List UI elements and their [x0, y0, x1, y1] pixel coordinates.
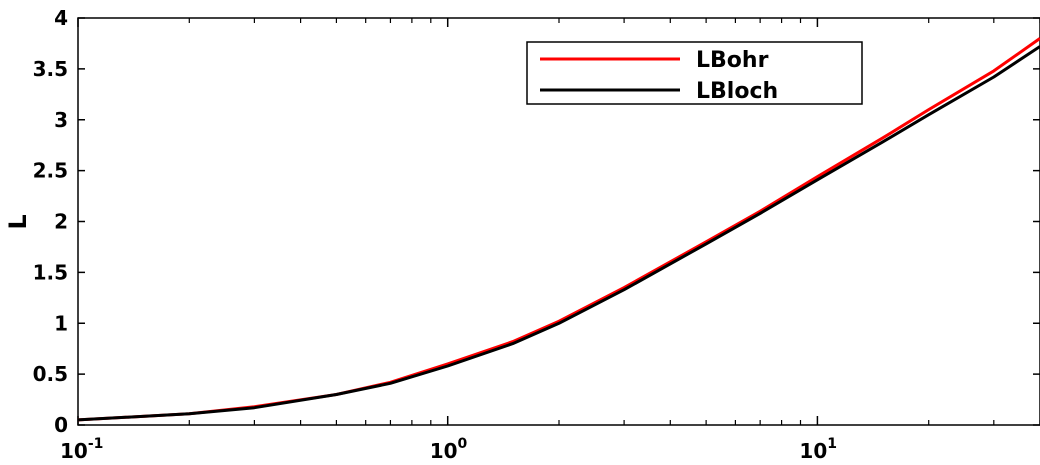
series-line-lbloch: [77, 45, 1040, 422]
y-tick-label: 0: [54, 413, 68, 437]
series: [77, 37, 1040, 422]
y-tick-label: 1.5: [33, 260, 68, 284]
legend-label-lbohr: LBohr: [696, 48, 769, 73]
y-axis-label: L: [4, 214, 32, 229]
ticks: 0 0.5 1 1.5 2 2.5 3 3.5 4 10-1 100 101: [33, 6, 1040, 463]
x-tick-label: 100: [430, 436, 468, 463]
legend: LBohr LBloch: [526, 41, 863, 105]
y-tick-label: 4: [54, 6, 68, 30]
x-tick-label: 10-1: [60, 436, 103, 463]
x-tick-label: 101: [799, 436, 837, 463]
y-tick-label: 1: [54, 311, 68, 335]
y-tick-label: 2: [54, 210, 68, 234]
legend-label-lbloch: LBloch: [696, 79, 778, 104]
legend-box: [526, 41, 863, 105]
y-tick-label: 3.5: [33, 57, 68, 81]
y-tick-label: 2.5: [33, 159, 68, 183]
y-tick-label: 3: [54, 108, 68, 132]
y-tick-label: 0.5: [33, 362, 68, 386]
